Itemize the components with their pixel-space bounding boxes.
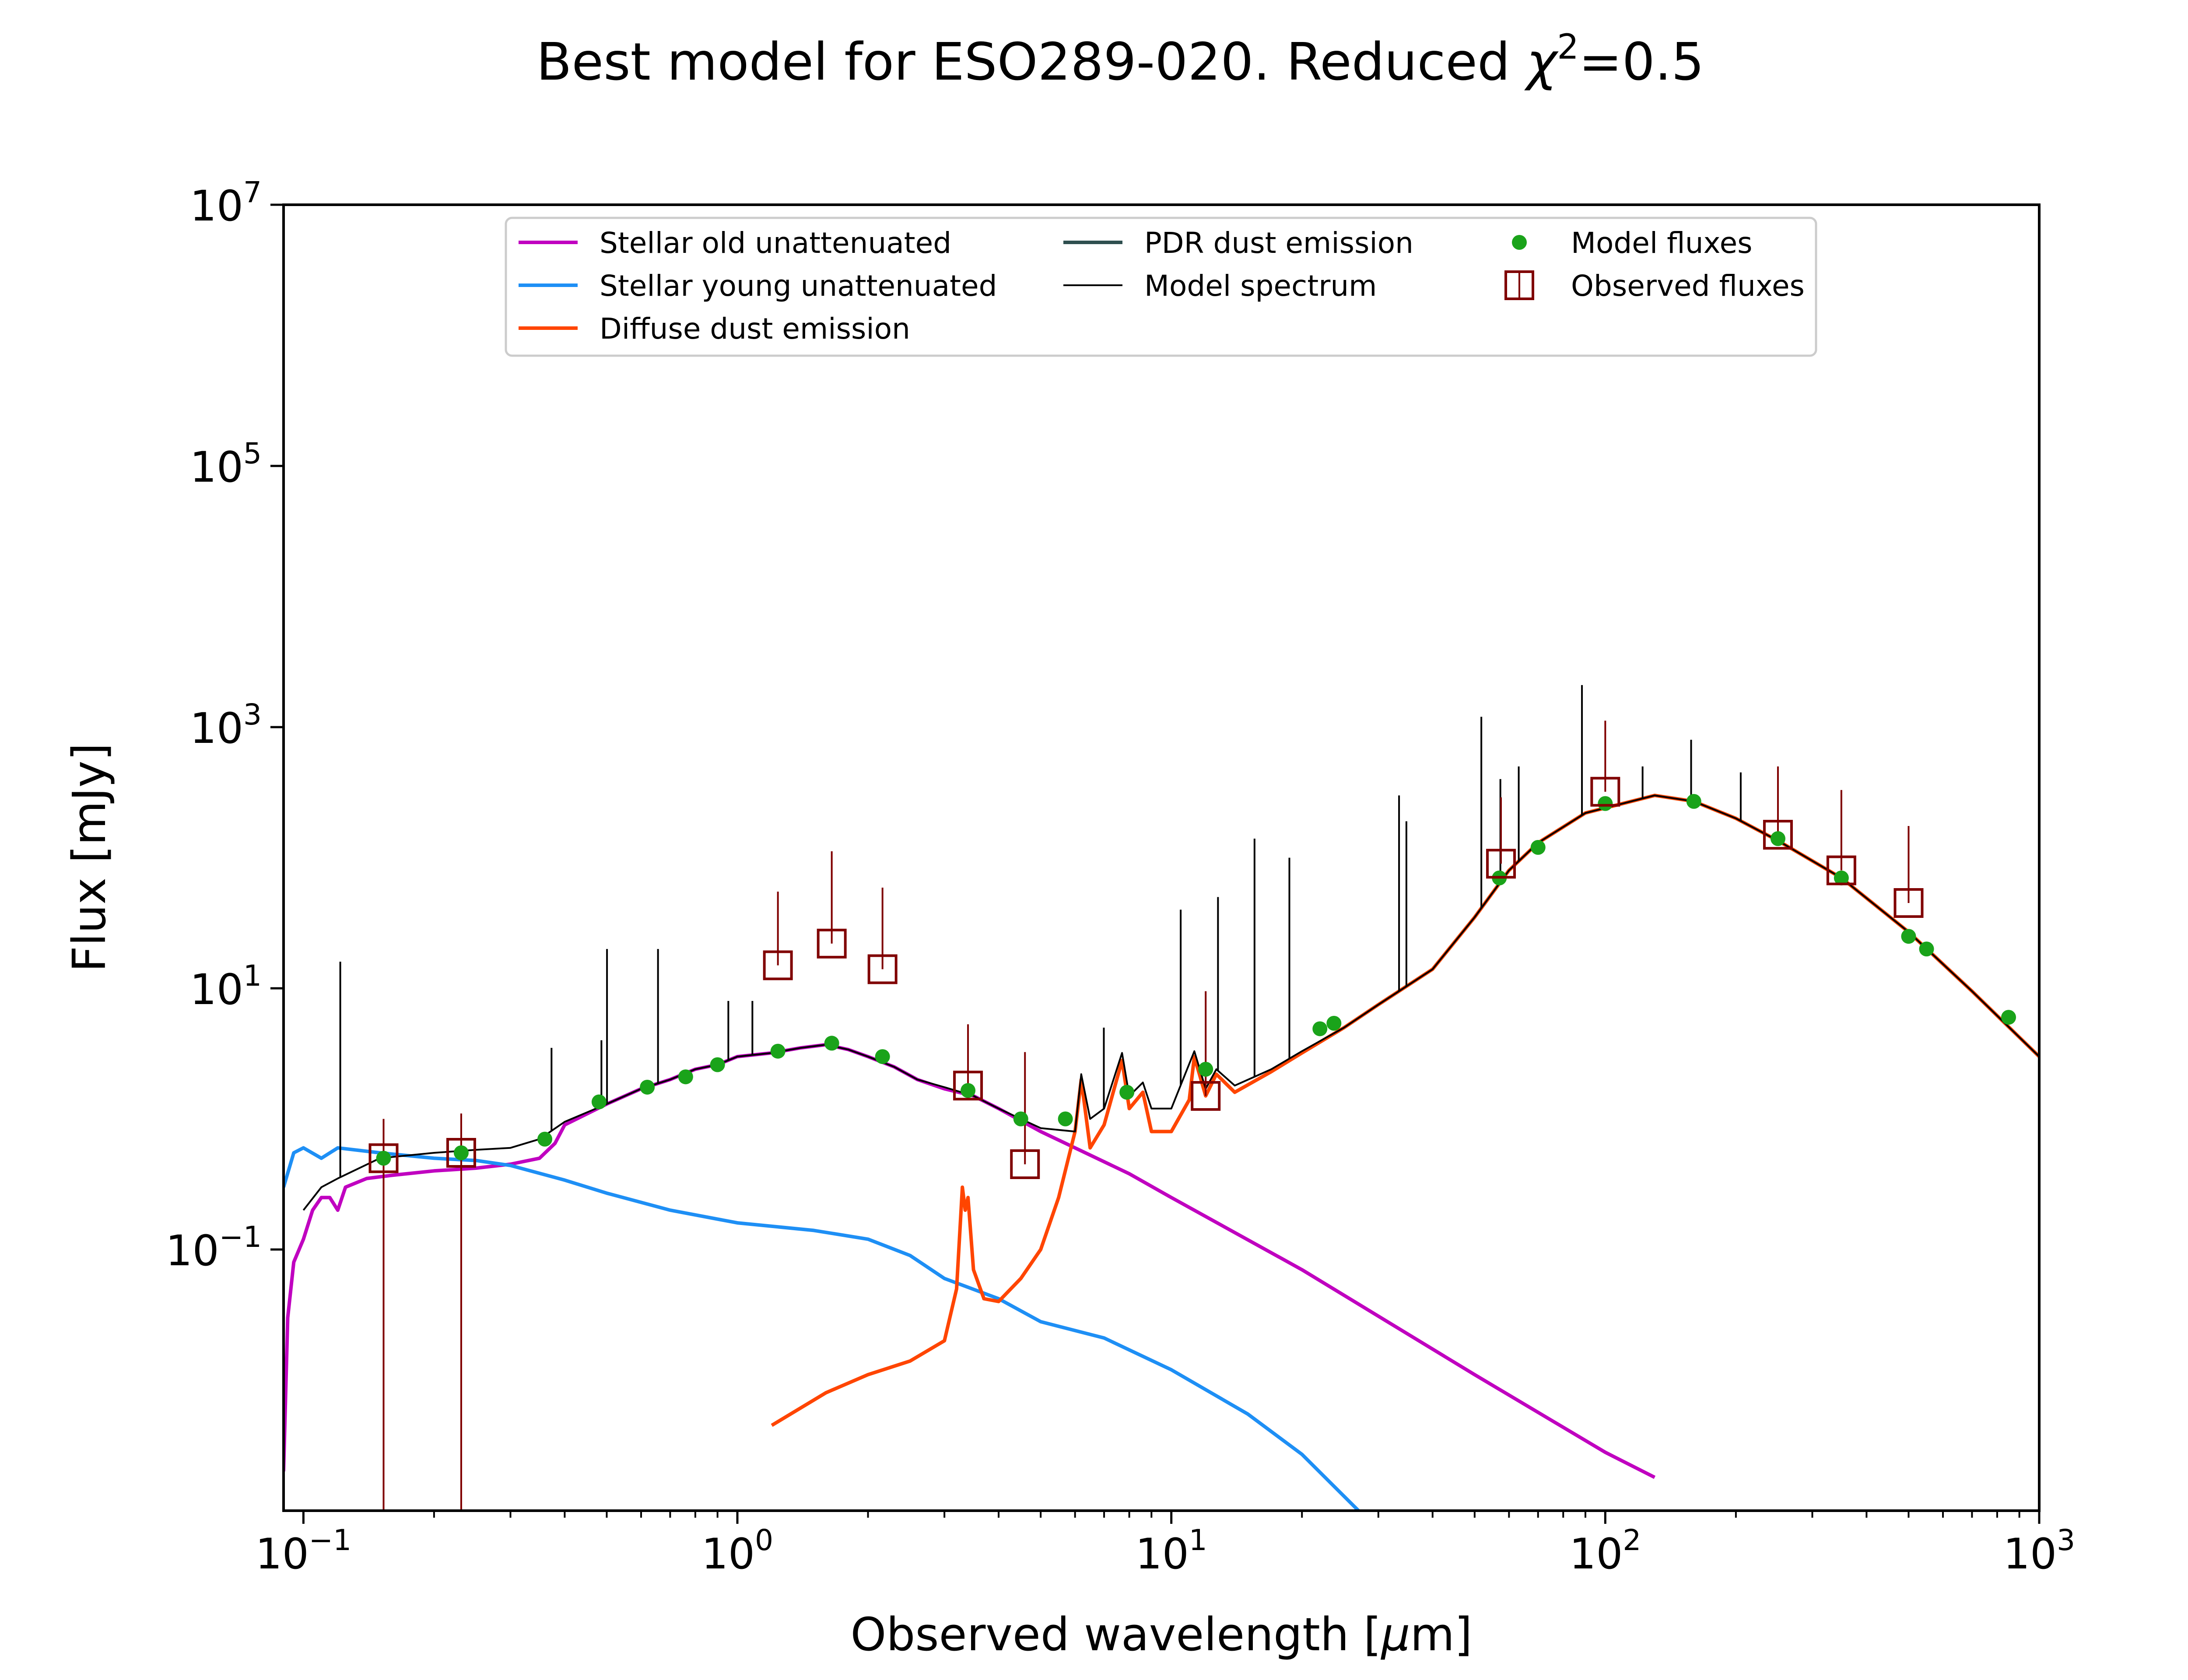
legend-box: [505, 217, 1817, 357]
observed-flux-point: [1826, 855, 1856, 886]
legend-label: Stellar young unattenuated: [600, 269, 997, 303]
observed-flux-point: [368, 1143, 399, 1173]
observed-flux-point: [953, 1071, 983, 1101]
model-flux-point: [591, 1094, 607, 1110]
legend-item-diffuse-dust-emission: Diffuse dust emission: [519, 312, 910, 346]
model-flux-point: [1119, 1085, 1135, 1100]
y-tick-label: 105: [190, 437, 262, 492]
observed-flux-point: [1763, 819, 1793, 850]
x-tick-label: 101: [1136, 1523, 1207, 1578]
legend-label: PDR dust emission: [1144, 226, 1413, 260]
x-tick-label: 10−1: [256, 1523, 351, 1578]
legend-swatch: [1512, 235, 1527, 250]
model-flux-point: [1312, 1021, 1328, 1036]
plot-frame: [282, 203, 2041, 1512]
x-tick-label: 102: [1569, 1523, 1641, 1578]
legend-item-pdr-dust-emission: PDR dust emission: [1063, 226, 1413, 260]
model-flux-point: [1058, 1111, 1073, 1127]
y-tick-label: 10−1: [166, 1220, 262, 1275]
observed-flux-point: [1486, 849, 1516, 879]
model-flux-point: [1919, 942, 1934, 957]
legend-label: Diffuse dust emission: [600, 312, 910, 346]
model-flux-point: [453, 1145, 469, 1161]
series-line-stellar-old-unattenuated: [284, 1043, 1656, 1479]
observed-flux-point: [1590, 777, 1620, 807]
y-tick-label: 103: [190, 698, 262, 753]
legend-item-model-fluxes: Model fluxes: [1512, 226, 1753, 260]
legend-item-stellar-old-unattenuated: Stellar old unattenuated: [519, 226, 951, 260]
legend-label: Model spectrum: [1144, 269, 1377, 303]
legend-item-model-spectrum: Model spectrum: [1063, 269, 1377, 303]
chart-title: Best model for ESO289-020. Reduced χ2=0.…: [536, 28, 1704, 92]
model-flux-point: [710, 1057, 725, 1072]
model-flux-point: [1198, 1062, 1213, 1077]
model-flux-point: [1598, 796, 1613, 811]
y-tick-label: 107: [190, 175, 262, 231]
observed-flux-point: [1010, 1149, 1040, 1180]
x-tick-label: 100: [701, 1523, 773, 1578]
y-tick-label: 101: [190, 959, 262, 1014]
model-flux-point: [1770, 831, 1785, 846]
x-axis-label: Observed wavelength [μm]: [851, 1608, 1473, 1661]
observed-flux-point: [1191, 1081, 1221, 1111]
legend-item-observed-fluxes: Observed fluxes: [1504, 269, 1805, 303]
model-flux-point: [2001, 1010, 2016, 1025]
observed-flux-point: [817, 928, 847, 959]
model-flux-point: [1686, 794, 1701, 809]
model-flux-point: [1530, 840, 1546, 855]
series-line-stellar-young-unattenuated: [284, 1146, 1360, 1511]
model-flux-point: [824, 1036, 839, 1051]
legend: Stellar old unattenuated Stellar young un…: [505, 217, 1817, 357]
y-axis-label: Flux [mJy]: [63, 743, 116, 972]
observed-flux-point: [1893, 888, 1924, 918]
model-flux-point: [678, 1069, 693, 1085]
observed-flux-point: [763, 950, 793, 980]
legend-label: Model fluxes: [1571, 226, 1753, 260]
model-flux-point: [961, 1083, 976, 1098]
model-flux-point: [376, 1151, 391, 1166]
series-line-model-spectrum: [302, 794, 2039, 1211]
observed-flux-point: [867, 954, 898, 984]
model-flux-point: [537, 1131, 553, 1147]
model-flux-point: [875, 1049, 890, 1064]
model-flux-point: [770, 1043, 785, 1059]
model-flux-point: [1013, 1111, 1028, 1127]
model-flux-point: [1834, 870, 1849, 886]
legend-item-stellar-young-unattenuated: Stellar young unattenuated: [519, 269, 997, 303]
model-flux-point: [1326, 1015, 1342, 1031]
model-flux-point: [1901, 929, 1916, 944]
legend-label: Observed fluxes: [1571, 269, 1805, 303]
model-flux-point: [640, 1079, 655, 1095]
legend-label: Stellar old unattenuated: [600, 226, 951, 260]
observed-flux-point: [446, 1138, 476, 1168]
x-tick-label: 103: [2003, 1523, 2075, 1578]
